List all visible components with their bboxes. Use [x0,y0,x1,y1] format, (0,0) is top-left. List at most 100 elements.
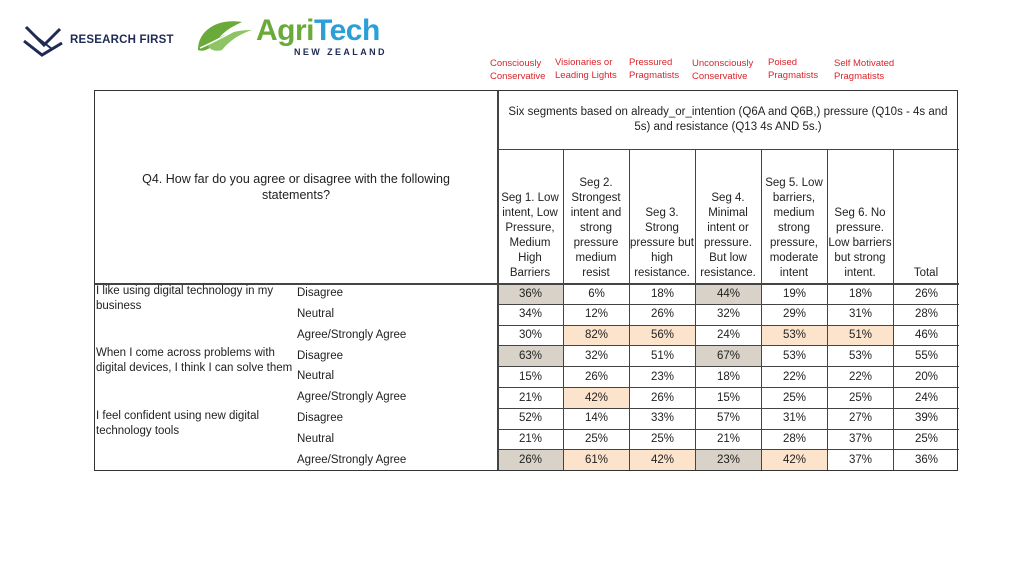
table-value-cell: 22% [848,370,873,383]
table-gridline [497,366,959,368]
table-value-cell: 33% [650,412,675,425]
table-value-cell: 55% [914,350,939,363]
statement-text: When I come across problems with digital… [96,347,293,375]
table-value-cell: 42% [762,450,827,471]
table-value-cell: 42% [564,388,629,408]
segment-label-5: Poised Pragmatists [768,57,819,81]
table-value-cell: 36% [914,454,939,467]
response-label: Agree/Strongly Agree [297,453,407,466]
table-gridline [497,407,959,409]
column-header: Seg 5. Low barriers, medium strong press… [765,177,823,279]
table-value-cell: 82% [564,325,629,346]
segment-label-1: Consciously Conservative [490,58,546,82]
table-value-cell: 12% [584,308,609,321]
table-value-cell: 21% [518,433,543,446]
table-value-cell: 31% [782,412,807,425]
table-value-cell: 25% [914,433,939,446]
table-value-cell: 56% [630,325,695,346]
table-value-cell: 24% [914,391,939,404]
table-gridline [827,149,828,471]
response-label: Agree/Strongly Agree [297,391,407,404]
table-value-cell: 30% [518,329,543,342]
table-value-cell: 22% [782,370,807,383]
table-value-cell: 36% [498,284,563,304]
table-gridline [761,149,762,471]
table-value-cell: 18% [848,287,873,300]
table-value-cell: 23% [650,370,675,383]
table-value-cell: 27% [848,412,873,425]
table-value-cell: 25% [848,391,873,404]
column-header: Seg 3. Strong pressure but high resistan… [630,207,694,279]
table-value-cell: 15% [518,370,543,383]
table-value-cell: 23% [696,450,761,471]
table-value-cell: 26% [650,308,675,321]
table-value-cell: 63% [498,346,563,367]
column-header: Seg 2. Strongest intent and strong press… [570,177,622,279]
table-value-cell: 26% [498,450,563,471]
table-value-cell: 18% [716,370,741,383]
table-value-cell: 52% [518,412,543,425]
column-header: Seg 4. Minimal intent or pressure. But l… [700,192,756,279]
response-label: Disagree [297,349,344,362]
response-label: Disagree [297,411,344,424]
table-value-cell: 34% [518,308,543,321]
research-first-logo: RESEARCH FIRST [22,22,174,58]
table-value-cell: 19% [782,287,807,300]
table-gridline [497,428,959,430]
table-value-cell: 32% [716,308,741,321]
table-gridline [497,345,959,347]
table-value-cell: 37% [848,454,873,467]
statement-text: I feel confident using new digital techn… [96,409,260,437]
table-value-cell: 46% [914,329,939,342]
table-gridline [497,387,959,388]
segment-label-4: Unconsciously Conservative [692,58,754,82]
table-value-cell: 53% [782,350,807,363]
question-text: Q4. How far do you agree or disagree wit… [142,172,450,202]
table-value-cell: 26% [650,391,675,404]
table-value-cell: 26% [914,287,939,300]
table-value-cell: 25% [584,433,609,446]
table-value-cell: 29% [782,308,807,321]
table-value-cell: 28% [782,433,807,446]
table-value-cell: 51% [828,325,893,346]
table-value-cell: 21% [716,433,741,446]
table-value-cell: 14% [584,412,609,425]
agritech-wordmark: AgriTech [256,14,380,48]
table-value-cell: 42% [630,450,695,471]
segments-title: Six segments based on already_or_intenti… [508,106,948,133]
agritech-subtitle: NEW ZEALAND [294,47,387,57]
table-value-cell: 28% [914,308,939,321]
response-label: Agree/Strongly Agree [297,328,407,341]
segment-label-3: Pressured Pragmatists [629,57,680,81]
agritech-agri: Agri [256,14,315,47]
column-header: Total [913,267,939,279]
table-gridline [497,91,499,471]
table-value-cell: 61% [564,450,629,471]
table-value-cell: 20% [914,370,939,383]
table-gridline [695,149,696,471]
statement-text: I like using digital technology in my bu… [96,285,274,312]
table-value-cell: 15% [716,391,741,404]
table-value-cell: 18% [650,287,675,300]
table-value-cell: 26% [584,370,609,383]
table-value-cell: 32% [584,350,609,363]
table-value-cell: 51% [650,350,675,363]
table-gridline [629,149,630,471]
table-value-cell: 31% [848,308,873,321]
response-label: Disagree [297,287,344,300]
table-value-cell: 25% [650,433,675,446]
table-value-cell: 44% [696,284,761,304]
table-gridline [95,283,959,285]
table-value-cell: 53% [762,325,827,346]
column-header: Seg 1. Low intent, Low Pressure, Medium … [501,192,559,279]
table-gridline [563,149,564,471]
table-value-cell: 37% [848,433,873,446]
response-label: Neutral [297,370,335,383]
research-first-logo-text: RESEARCH FIRST [70,34,174,46]
table-value-cell: 6% [588,287,605,300]
response-label: Neutral [297,307,335,320]
results-table: Q4. How far do you agree or disagree wit… [94,90,959,471]
table-value-cell: 25% [782,391,807,404]
table-gridline [497,303,959,305]
table-gridline [497,324,959,326]
